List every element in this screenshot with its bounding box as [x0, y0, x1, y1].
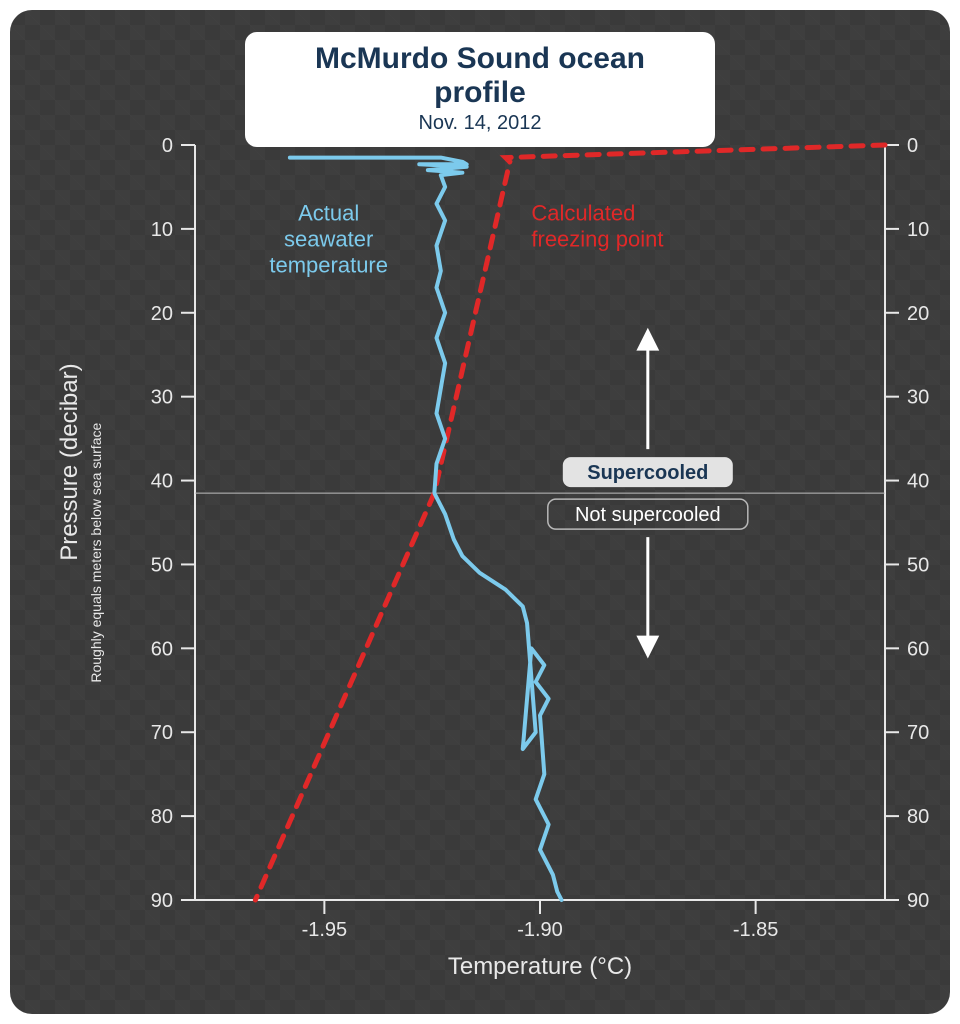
ytick-label-right: 40: [907, 471, 929, 493]
ytick-label-left: 30: [151, 387, 173, 409]
title-box: McMurdo Sound ocean profile Nov. 14, 201…: [245, 32, 715, 147]
chart-container: McMurdo Sound ocean profile Nov. 14, 201…: [10, 10, 950, 1014]
chart-svg: 0 0 10 10 20 20 30 30 40 40 50 50 70 70 60 60 80 80 90 90 -1…: [10, 10, 950, 1014]
red-series-label: freezing point: [531, 227, 663, 252]
ytick-label-right: 10: [907, 219, 929, 241]
not-supercooled-label: Not supercooled: [575, 504, 721, 526]
red-series-label: Calculated: [531, 201, 635, 226]
ytick-label-left: 90: [151, 890, 173, 912]
y-axis-sublabel: Roughly equals meters below sea surface: [88, 423, 104, 683]
ytick-label-right: 0: [907, 135, 918, 157]
supercooled-label: Supercooled: [587, 462, 708, 484]
blue-series-label: temperature: [269, 253, 388, 278]
ytick-label-right: 50: [907, 554, 929, 576]
ytick-label-left: 80: [151, 806, 173, 828]
xtick-label: -1.95: [302, 919, 348, 941]
blue-series-label: Actual: [298, 201, 359, 226]
ytick-label-left: 70: [151, 722, 173, 744]
ytick-label-left: 0: [162, 135, 173, 157]
ytick-label-right: 90: [907, 890, 929, 912]
y-axis-label: Pressure (decibar): [56, 363, 83, 560]
ytick-label-left: 20: [151, 303, 173, 325]
ytick-label-left: 60: [151, 638, 173, 660]
ytick-label-left: 10: [151, 219, 173, 241]
blue-series-label: seawater: [284, 227, 373, 252]
arrowhead-down-icon: [639, 637, 657, 655]
ytick-label-left: 50: [151, 554, 173, 576]
chart-title: McMurdo Sound ocean profile: [287, 42, 673, 110]
ytick-label-right: 80: [907, 806, 929, 828]
ytick-label-left: 40: [151, 471, 173, 493]
ytick-label-right: 20: [907, 303, 929, 325]
xtick-label: -1.85: [733, 919, 779, 941]
x-axis-label: Temperature (°C): [448, 953, 632, 980]
chart-subtitle: Nov. 14, 2012: [287, 112, 673, 135]
ytick-label-right: 30: [907, 387, 929, 409]
ytick-label-right: 60: [907, 638, 929, 660]
arrowhead-up-icon: [639, 331, 657, 349]
xtick-label: -1.90: [517, 919, 563, 941]
ytick-label-right: 70: [907, 722, 929, 744]
